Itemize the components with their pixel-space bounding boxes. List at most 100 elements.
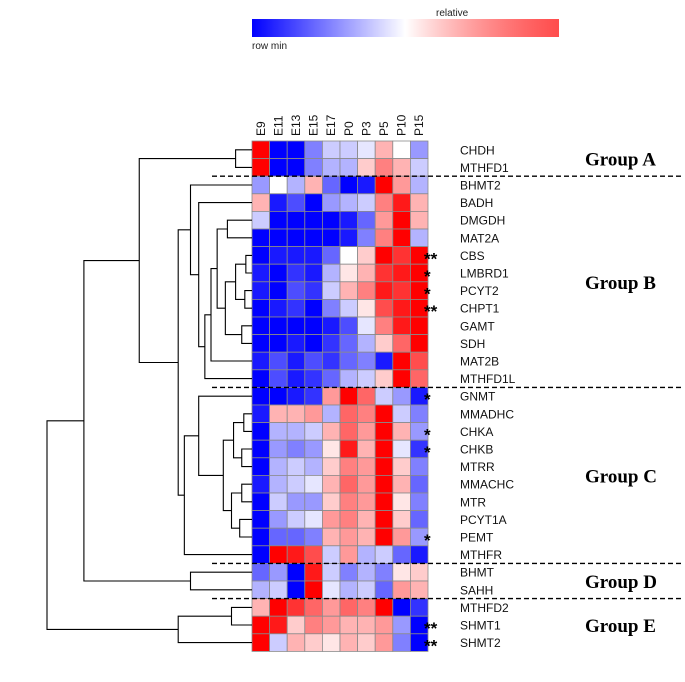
heatmap-cell <box>321 175 341 195</box>
row-label: MMADHC <box>460 407 514 421</box>
row-label: PCYT1A <box>460 513 507 527</box>
heatmap-cell <box>304 439 323 459</box>
heatmap-cell <box>392 422 411 441</box>
heatmap-cell <box>374 228 394 248</box>
heatmap-cell <box>339 193 359 212</box>
heatmap-cell <box>304 545 323 564</box>
heatmap-cell <box>304 334 323 353</box>
heatmap-cell <box>321 492 341 512</box>
heatmap-cell <box>269 492 288 512</box>
heatmap-cell <box>286 439 306 459</box>
heatmap-cell <box>392 563 411 582</box>
heatmap-cell <box>251 298 271 318</box>
heatmap-cell <box>357 510 376 529</box>
heatmap-cell <box>392 439 411 459</box>
group-separators <box>212 175 683 600</box>
heatmap-cell <box>269 474 288 494</box>
heatmap-cell <box>409 351 429 371</box>
heatmap-cell <box>357 263 376 283</box>
heatmap-cell <box>321 351 341 371</box>
heatmap-cell <box>286 351 306 371</box>
heatmap-cell <box>304 228 323 248</box>
heatmap-cell <box>269 510 288 529</box>
heatmap-cell <box>392 281 411 300</box>
column-label: E9 <box>254 121 268 136</box>
heatmap-cell <box>286 563 306 582</box>
row-label: LMBRD1 <box>460 267 509 281</box>
heatmap-cell <box>286 457 306 476</box>
row-label: PEMT <box>460 531 494 545</box>
row-label: PCYT2 <box>460 284 499 298</box>
heatmap-cell <box>357 386 376 406</box>
heatmap-cell <box>392 369 411 388</box>
significance-marker: * <box>424 531 431 550</box>
heatmap-cell <box>251 228 271 248</box>
heatmap-cell <box>321 545 341 564</box>
row-label: BHMT <box>460 566 495 580</box>
heatmap-cell <box>304 492 323 512</box>
heatmap-cell <box>304 510 323 529</box>
heatmap-cell <box>409 580 429 600</box>
heatmap-cell <box>286 422 306 441</box>
heatmap-cell <box>251 545 271 564</box>
dendrogram-branch <box>46 420 179 630</box>
heatmap-cell <box>409 140 429 160</box>
heatmap-cell <box>374 422 394 441</box>
heatmap-cell <box>304 474 323 494</box>
row-label: GAMT <box>460 319 495 333</box>
heatmap-cell <box>269 598 288 617</box>
heatmap-cell <box>392 510 411 529</box>
heatmap-cell <box>286 633 306 652</box>
heatmap-cell <box>409 175 429 195</box>
heatmap-cell <box>339 580 359 600</box>
heatmap-cell <box>339 386 359 406</box>
heatmap-cell <box>251 246 271 265</box>
row-label: MTHFD2 <box>460 601 509 615</box>
dendrogram-branch <box>189 571 252 591</box>
heatmap-cell <box>392 492 411 512</box>
heatmap-cell <box>392 527 411 547</box>
heatmap-cell <box>286 281 306 300</box>
heatmap-cell <box>339 563 359 582</box>
dendrogram-branch <box>241 483 252 503</box>
heatmap-cell <box>251 210 271 230</box>
heatmap-cell <box>357 404 376 424</box>
heatmap-cell <box>321 527 341 547</box>
heatmap-cell <box>339 351 359 371</box>
heatmap-cell <box>269 369 288 388</box>
heatmap-cell <box>269 527 288 547</box>
dendrogram-branch <box>230 606 252 626</box>
dendrogram-branch <box>239 518 252 538</box>
heatmap-cell <box>409 158 429 177</box>
dendrogram-branch <box>235 149 252 168</box>
heatmap-cell <box>286 474 306 494</box>
row-label: MAT2A <box>460 231 499 245</box>
heatmap-cell <box>269 140 288 160</box>
heatmap-cell <box>286 386 306 406</box>
heatmap-cell <box>357 281 376 300</box>
heatmap-cell <box>251 615 271 635</box>
heatmap-cell <box>374 316 394 336</box>
heatmap-cell <box>339 316 359 336</box>
group-labels: Group A Group B Group C Group D Group E <box>585 150 657 637</box>
heatmap-cell <box>304 422 323 441</box>
heatmap-cell <box>304 457 323 476</box>
heatmap-cell <box>392 316 411 336</box>
heatmap-cell <box>339 140 359 160</box>
heatmap-cell <box>374 298 394 318</box>
heatmap-cell <box>339 158 359 177</box>
heatmap-cell <box>321 140 341 160</box>
row-label: BADH <box>460 196 493 210</box>
heatmap-cell <box>304 175 323 195</box>
column-label: P15 <box>412 114 426 136</box>
heatmap-cell <box>286 545 306 564</box>
heatmap-cell <box>321 422 341 441</box>
heatmap-cell <box>374 334 394 353</box>
heatmap-cell <box>269 210 288 230</box>
heatmap-cell <box>304 158 323 177</box>
heatmap-cell <box>251 457 271 476</box>
heatmap-cell <box>304 369 323 388</box>
heatmap-cell <box>374 193 394 212</box>
column-label: P10 <box>395 114 409 136</box>
